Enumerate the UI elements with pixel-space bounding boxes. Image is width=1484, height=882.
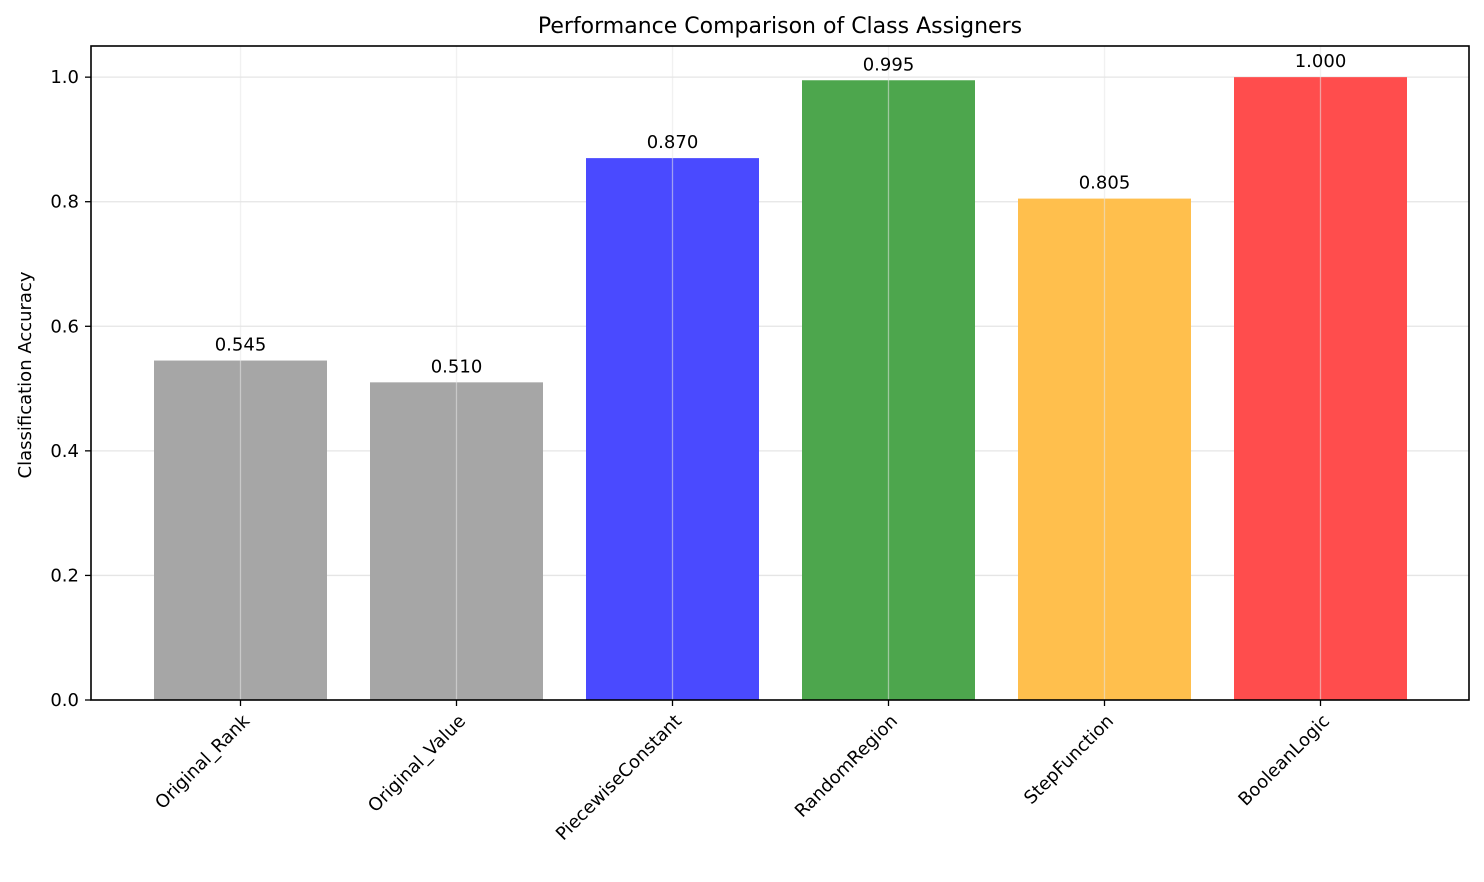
- y-tick-label: 0.8: [50, 192, 79, 213]
- bar-value-label: 0.545: [215, 335, 267, 356]
- vertical-grid-lines: [239, 46, 1322, 700]
- bar-value-label: 0.510: [431, 356, 483, 377]
- y-tick-label: 0.0: [50, 690, 79, 711]
- bar-value-label: 0.995: [863, 54, 915, 75]
- bar-value-label: 0.870: [647, 132, 699, 153]
- y-tick-label: 1.0: [50, 67, 79, 88]
- chart-title: Performance Comparison of Class Assigner…: [538, 14, 1022, 39]
- bar-value-label: 0.805: [1079, 173, 1131, 194]
- plot-frame: [90, 45, 1470, 701]
- y-tick-label: 0.2: [50, 565, 79, 586]
- bar-value-labels: 0.545 0.510 0.870 0.995 0.805 1.000: [215, 51, 1347, 377]
- y-tick-label: 0.4: [50, 441, 79, 462]
- y-axis-ticks: 0.0 0.2 0.4 0.6 0.8 1.0: [50, 67, 91, 711]
- y-axis-label: Classification Accuracy: [15, 271, 36, 478]
- y-tick-label: 0.6: [50, 316, 79, 337]
- bar-value-label: 1.000: [1295, 51, 1347, 72]
